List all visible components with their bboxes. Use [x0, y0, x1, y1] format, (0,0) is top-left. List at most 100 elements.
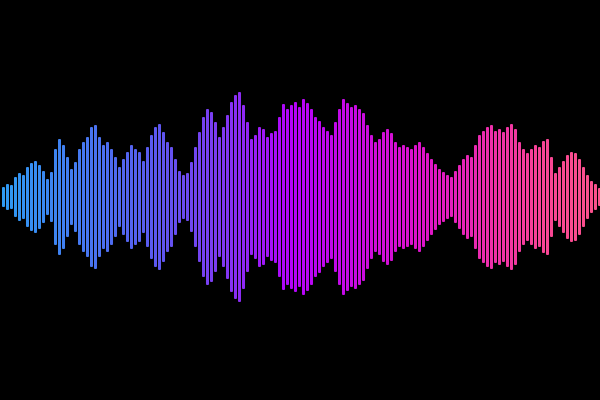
waveform-bar — [486, 127, 489, 267]
waveform-bar — [298, 107, 301, 287]
waveform-bar — [118, 167, 121, 227]
waveform-bar — [466, 155, 469, 239]
waveform-bar — [334, 122, 337, 272]
waveform-bar — [530, 149, 533, 245]
waveform-bar — [86, 137, 89, 257]
waveform-bar — [122, 159, 125, 235]
waveform-bar — [554, 173, 557, 221]
waveform-bar — [90, 127, 93, 267]
waveform-bar — [142, 161, 145, 233]
waveform-bar — [590, 181, 593, 213]
waveform-bar — [342, 99, 345, 295]
waveform-bar — [578, 159, 581, 235]
waveform-bar — [250, 139, 253, 255]
waveform-bar — [274, 131, 277, 263]
waveform-bar — [502, 132, 505, 262]
waveform-bar — [74, 162, 77, 232]
waveform-bar — [586, 175, 589, 219]
waveform-bar — [22, 175, 25, 219]
waveform-bar — [398, 147, 401, 247]
waveform-bar — [202, 117, 205, 277]
waveform-bar — [194, 147, 197, 247]
waveform-bar — [470, 157, 473, 237]
waveform-bar — [434, 164, 437, 230]
waveform-bar — [474, 145, 477, 249]
waveform-bar — [562, 161, 565, 233]
waveform-bar — [130, 145, 133, 249]
waveform-bar — [154, 127, 157, 267]
waveform-bar — [138, 152, 141, 242]
waveform-bar — [26, 167, 29, 227]
waveform-bar — [198, 132, 201, 262]
waveform-bar — [110, 149, 113, 245]
waveform-bar — [478, 135, 481, 259]
waveform-bar — [366, 125, 369, 269]
waveform-bar — [82, 142, 85, 252]
waveform-bar — [422, 147, 425, 247]
waveform-bar — [222, 127, 225, 267]
waveform-bar — [30, 163, 33, 231]
waveform-bar — [166, 142, 169, 252]
waveform-bar — [378, 139, 381, 255]
waveform-bar — [10, 185, 13, 209]
waveform-bar — [38, 165, 41, 229]
waveform-bar — [126, 152, 129, 242]
waveform-bar — [294, 102, 297, 292]
waveform-bar — [146, 147, 149, 247]
waveform-bar — [498, 129, 501, 265]
waveform-bar — [34, 161, 37, 233]
waveform-bar — [54, 149, 57, 245]
waveform-bar — [350, 107, 353, 287]
waveform-bar — [318, 121, 321, 273]
waveform-bar — [374, 142, 377, 252]
waveform-bar — [50, 172, 53, 222]
waveform-bar — [582, 167, 585, 227]
waveform-bar — [262, 129, 265, 265]
waveform-bar — [326, 131, 329, 263]
waveform-bar — [518, 142, 521, 252]
waveform-bar — [234, 95, 237, 299]
waveform-bar — [286, 109, 289, 285]
waveform-bar — [446, 175, 449, 219]
waveform-bar — [550, 157, 553, 237]
waveform-bar — [310, 109, 313, 285]
waveform-bar — [78, 149, 81, 245]
waveform-bar — [574, 153, 577, 241]
waveform-bar — [410, 149, 413, 245]
waveform-bar — [62, 145, 65, 249]
waveform-bar — [566, 155, 569, 239]
waveform-bar — [174, 159, 177, 235]
waveform-bar — [418, 142, 421, 252]
waveform-bar — [266, 137, 269, 257]
waveform-bar — [186, 173, 189, 221]
waveform-bar — [162, 132, 165, 262]
waveform-bar — [190, 162, 193, 232]
waveform-bar — [514, 129, 517, 265]
waveform-bar — [426, 153, 429, 241]
waveform-bar — [402, 145, 405, 249]
waveform-bar — [330, 135, 333, 259]
waveform-bar — [254, 135, 257, 259]
waveform-bar — [442, 172, 445, 222]
waveform-bar — [534, 145, 537, 249]
waveform-bar — [458, 165, 461, 229]
waveform-bar — [270, 133, 273, 261]
waveform-bar — [338, 109, 341, 285]
waveform-bar — [354, 105, 357, 289]
waveform-bar — [542, 141, 545, 253]
waveform-bar — [314, 117, 317, 277]
waveform-bar — [178, 171, 181, 223]
waveform-bar — [150, 135, 153, 259]
waveform-bar — [242, 105, 245, 289]
waveform-bar — [322, 127, 325, 267]
waveform-bar — [382, 132, 385, 262]
waveform-bar — [510, 124, 513, 270]
waveform-bar — [106, 142, 109, 252]
waveform-bar — [482, 131, 485, 263]
waveform-bar — [206, 109, 209, 285]
waveform-bar — [454, 171, 457, 223]
waveform-bar — [230, 102, 233, 292]
waveform-bar — [226, 115, 229, 279]
waveform-bar — [370, 135, 373, 259]
